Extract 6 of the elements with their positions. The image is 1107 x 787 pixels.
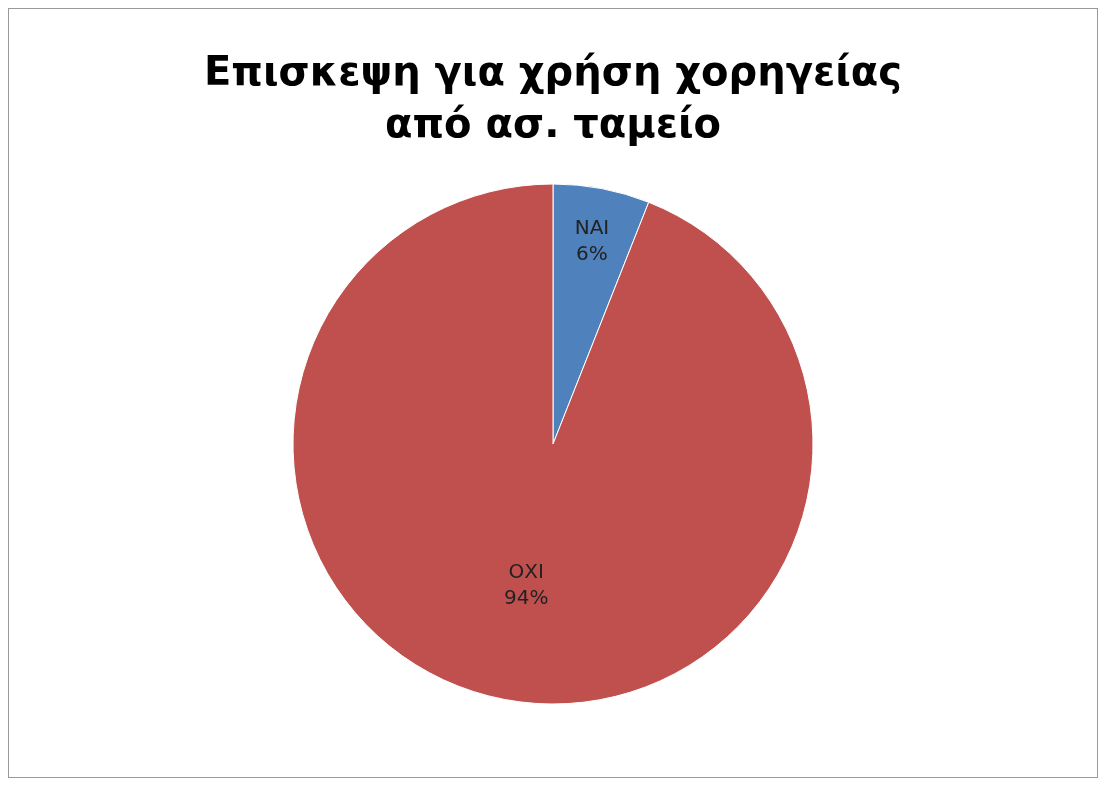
- pie-slice: [292, 183, 814, 705]
- data-label: 94%: [503, 585, 549, 610]
- slice-label: ΟΧΙ: [508, 559, 544, 584]
- slice-label: ΝΑΙ: [574, 214, 610, 239]
- chart-title: Επισκεψη για χρήση χορηγείας από ασ. ταμείο: [203, 47, 903, 148]
- data-label: 6%: [576, 240, 608, 265]
